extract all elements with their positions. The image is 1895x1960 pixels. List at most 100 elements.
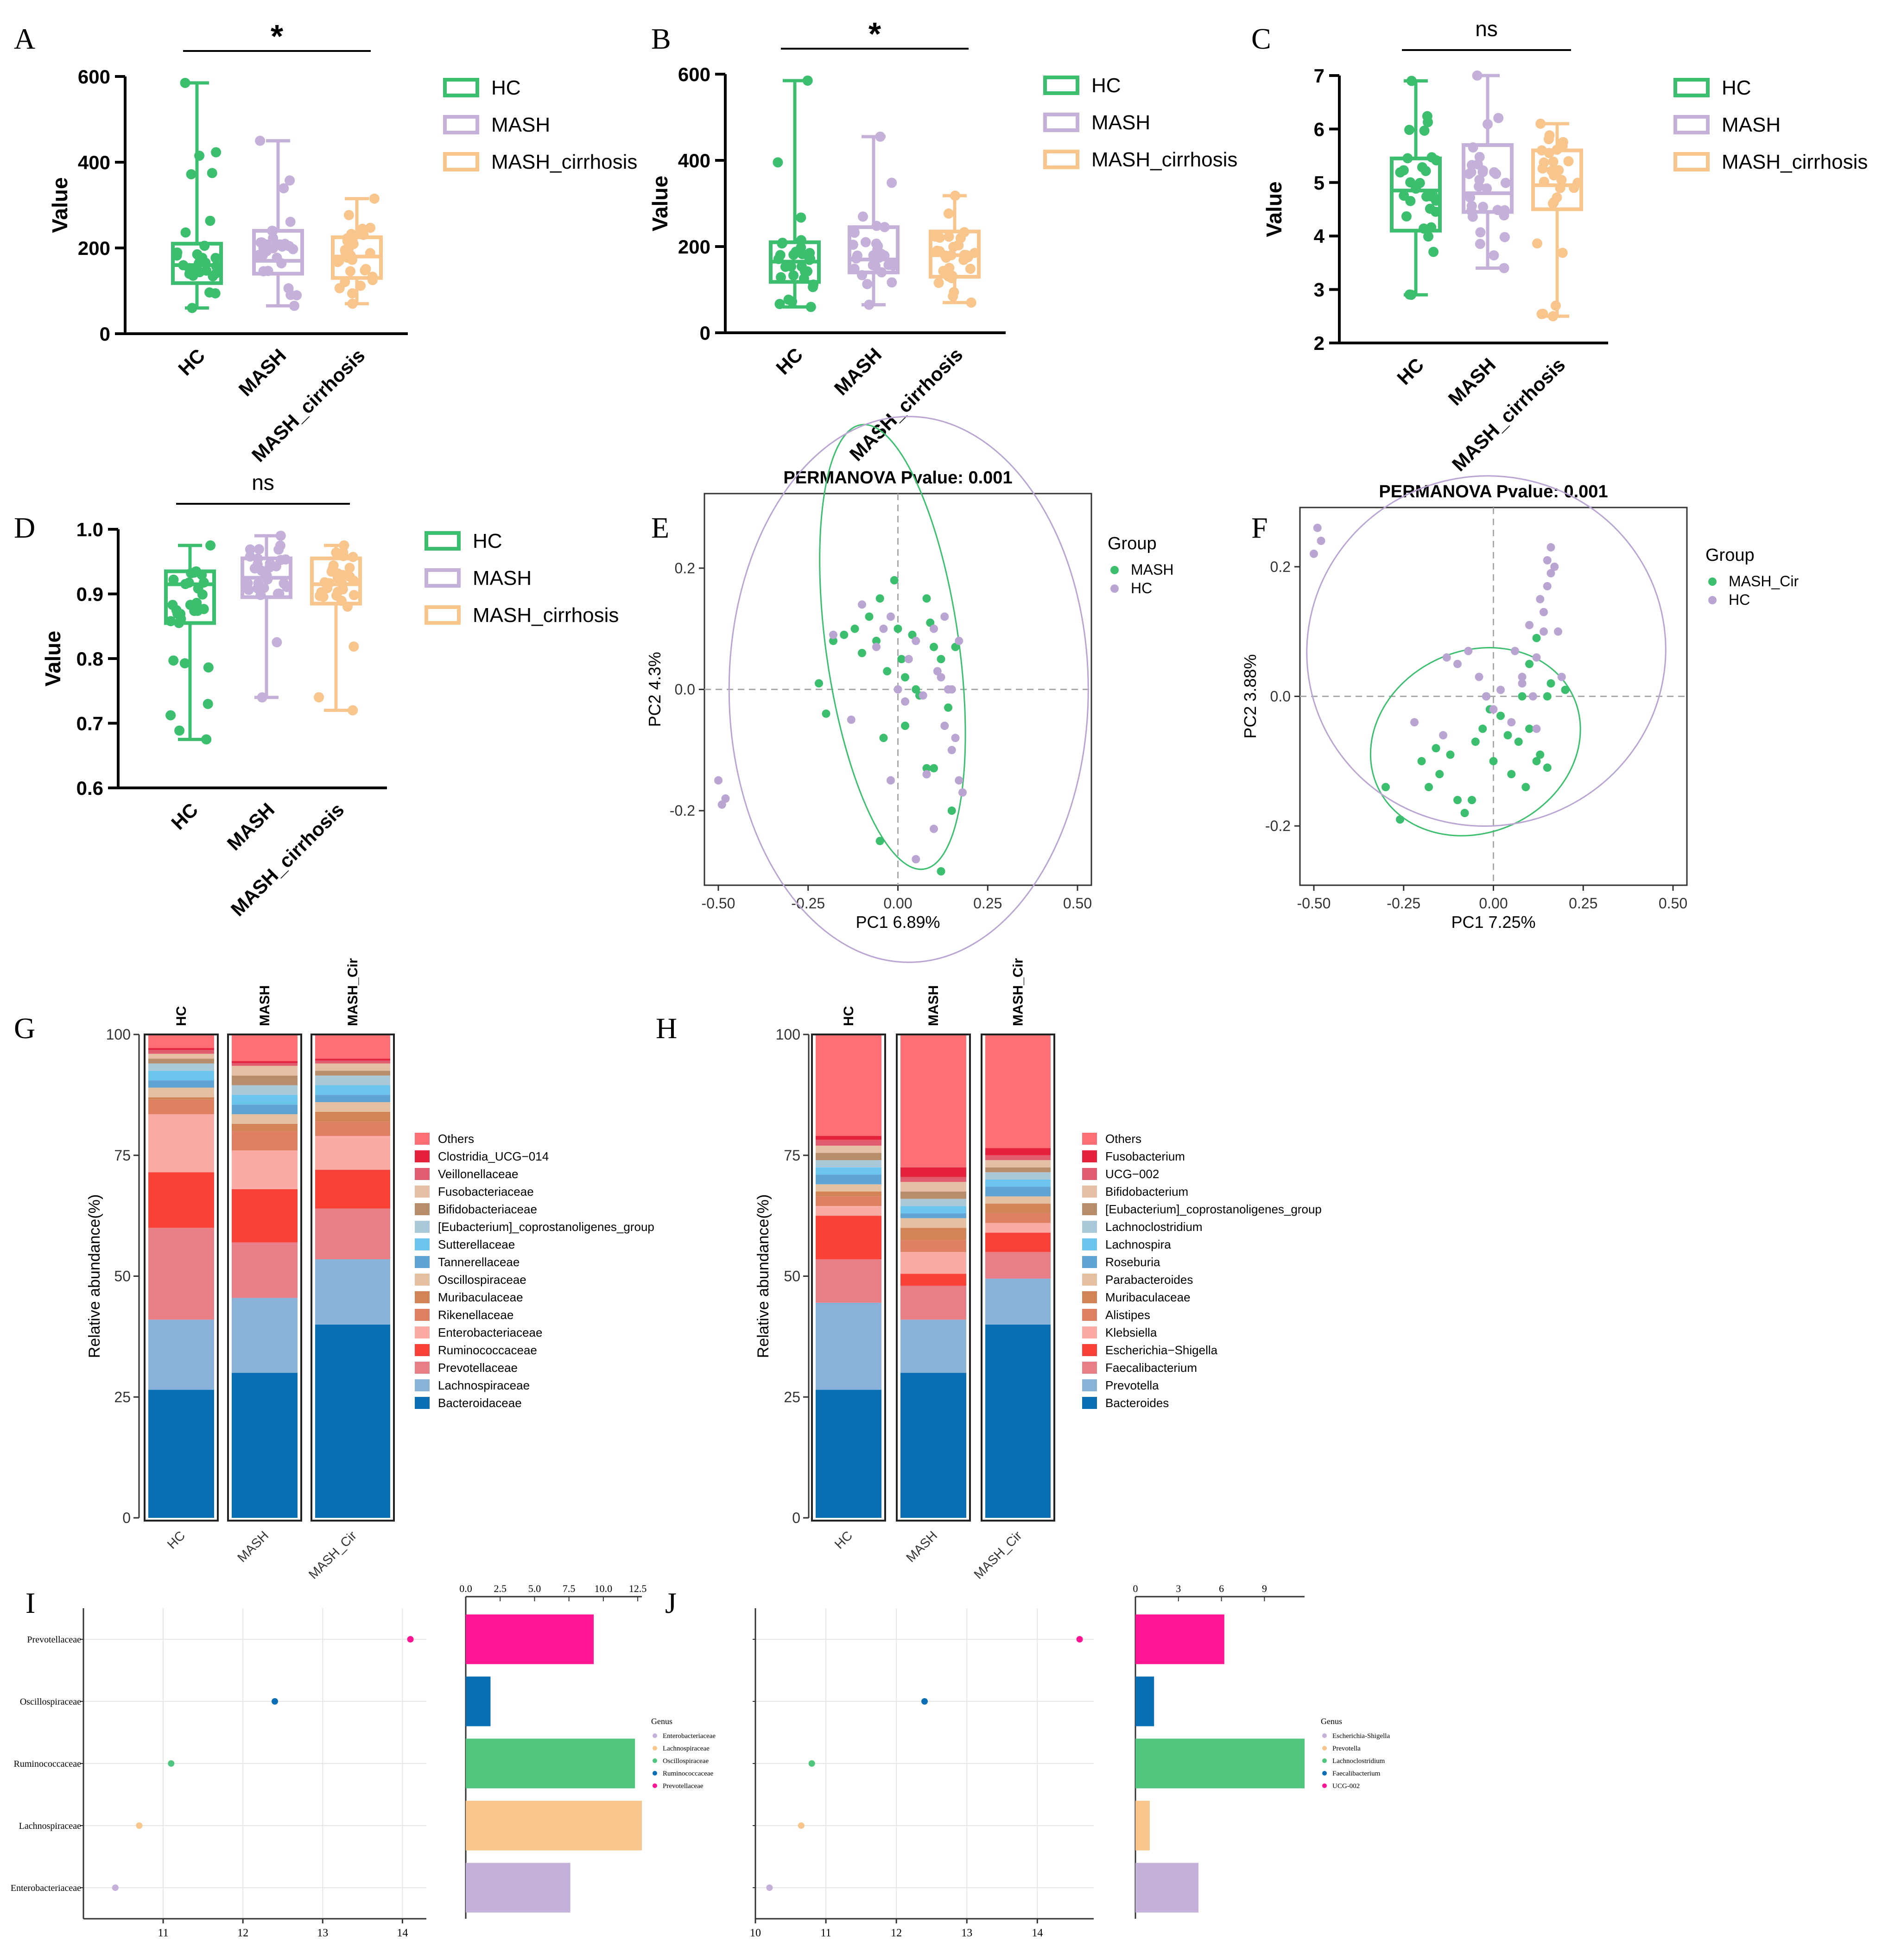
data-point	[1557, 247, 1568, 258]
bar-segment-Clostridia_UCG−014	[232, 1061, 298, 1063]
x-tick-label: 14	[1032, 1927, 1043, 1939]
x-tick-label: 14	[397, 1927, 408, 1939]
scatter-point-MASH_Cir	[1561, 685, 1570, 694]
data-point	[1493, 113, 1504, 123]
bar-segment-Fusobacteriaceae	[315, 1063, 390, 1071]
legend-label: Lachnoclostridium	[1105, 1220, 1203, 1234]
data-point	[334, 255, 344, 266]
legend-label: Ruminococcaceae	[438, 1343, 537, 1357]
data-point	[858, 211, 868, 222]
bar	[1135, 1863, 1199, 1913]
data-point	[1489, 250, 1499, 260]
y-tick-label: 0.0	[1270, 688, 1291, 705]
data-point	[255, 590, 266, 600]
y-tick-label: 200	[678, 236, 710, 258]
legend-swatch	[1322, 1733, 1327, 1738]
bar-segment-UCG−002	[816, 1140, 881, 1146]
scatter-point-MASH	[822, 709, 830, 718]
legend-label: UCG−002	[1105, 1167, 1159, 1181]
legend-swatch	[1082, 1256, 1097, 1268]
legend-swatch	[415, 1397, 430, 1409]
data-point	[292, 290, 302, 301]
legend-label: Roseburia	[1105, 1255, 1160, 1269]
data-point	[774, 298, 785, 309]
scatter-point-HC	[1511, 647, 1519, 655]
bar	[1135, 1801, 1150, 1851]
scatter-point-MASH_Cir	[1471, 737, 1480, 746]
facet-frame	[981, 1034, 1055, 1522]
y-tick-label: 1.0	[76, 519, 103, 540]
legend-label: Oscillospiraceae	[663, 1757, 709, 1765]
data-point	[888, 260, 899, 271]
bar-segment-Parabacteroides	[900, 1218, 966, 1228]
scatter-point-HC	[894, 685, 902, 694]
data-point	[337, 570, 348, 580]
scatter-point-HC	[1464, 647, 1473, 655]
y-axis-label: PC2 4.3%	[645, 652, 664, 727]
panel-label-J: J	[665, 1586, 677, 1619]
legend-swatch	[425, 568, 461, 588]
panel-label-H: H	[656, 1012, 677, 1045]
data-point	[254, 544, 264, 555]
scatter-point-HC	[847, 715, 856, 724]
legend-label: UCG-002	[1332, 1782, 1360, 1790]
scatter-point-HC	[1536, 595, 1545, 603]
legend-label: MASH_cirrhosis	[1091, 148, 1237, 171]
data-point	[941, 252, 951, 263]
bar-segment-UCG−002	[900, 1177, 966, 1182]
data-point	[340, 277, 350, 287]
data-point	[872, 244, 883, 255]
y-tick-label: 7	[1314, 65, 1325, 87]
legend-swatch	[1043, 150, 1079, 169]
scatter-point-HC	[1310, 549, 1318, 558]
x-tick-label-MASH: MASH	[1444, 354, 1500, 410]
bar-segment-[Eubacterium]_coprostanoligenes_group	[985, 1167, 1051, 1173]
data-point	[1482, 183, 1492, 194]
bar-segment-Fusobacteriaceae	[232, 1066, 298, 1076]
data-point	[349, 590, 359, 600]
data-point	[787, 296, 798, 307]
panel-label-C: C	[1251, 22, 1271, 55]
facet-strip-label: MASH_Cir	[345, 958, 361, 1026]
y-tick-label: 25	[114, 1389, 131, 1405]
legend-label: MASH	[1722, 114, 1781, 136]
x-tick-label: HC	[832, 1528, 856, 1552]
legend-swatch	[425, 531, 461, 551]
legend-swatch	[1322, 1771, 1327, 1776]
bar-segment-Alistipes	[985, 1213, 1051, 1223]
legend-swatch	[1082, 1362, 1097, 1374]
legend-swatch	[415, 1186, 430, 1198]
data-point	[289, 300, 300, 311]
scatter-point-HC	[951, 734, 960, 742]
x-tick-label: 13	[961, 1927, 972, 1939]
data-point	[347, 254, 357, 265]
bar-segment-[Eubacterium]_coprostanoligenes_group	[900, 1191, 966, 1199]
scatter-point-MASH	[858, 649, 866, 657]
data-point	[179, 658, 190, 669]
bar-segment-Ruminococcaceae	[232, 1189, 298, 1243]
bar-segment-Bifidobacteriaceae	[315, 1071, 390, 1076]
y-tick-label: 5	[1314, 172, 1325, 194]
scatter-point-HC	[1489, 705, 1498, 714]
bar-segment-Others	[900, 1034, 966, 1167]
data-point	[180, 227, 191, 238]
legend-label: Prevotella	[1105, 1378, 1159, 1392]
data-point	[1532, 238, 1542, 249]
data-point	[211, 261, 222, 272]
data-point	[288, 244, 298, 254]
scatter-point-MASH_Cir	[1546, 679, 1555, 688]
legend-label: Prevotellaceae	[663, 1782, 703, 1790]
legend-swatch	[1082, 1186, 1097, 1198]
y-axis-label: Value	[1262, 181, 1286, 237]
data-point	[796, 261, 807, 272]
y-tick-label: 0.2	[1270, 558, 1291, 575]
data-point	[348, 575, 359, 586]
dot-marker	[798, 1822, 805, 1829]
legend-label: Enterobacteriaceae	[438, 1326, 542, 1339]
data-point	[1499, 232, 1510, 242]
bar-segment-Bacteroides	[816, 1389, 881, 1518]
legend-label: Sutterellaceae	[438, 1237, 515, 1251]
data-point	[1398, 165, 1409, 176]
data-point	[1404, 125, 1414, 135]
scatter-point-HC	[717, 800, 726, 809]
